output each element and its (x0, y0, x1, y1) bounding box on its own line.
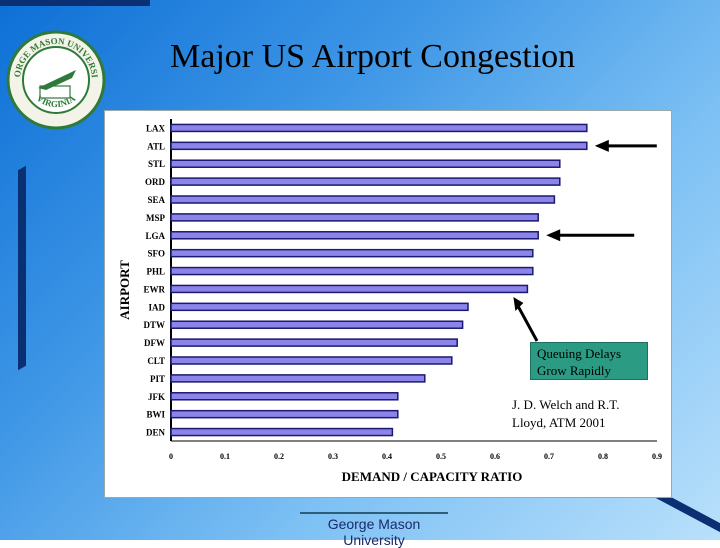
footer-text: George Mason University (300, 512, 448, 548)
bar-jfk (170, 392, 399, 401)
category-label: MSP (146, 213, 166, 223)
bar-den (170, 427, 394, 437)
university-seal-icon: GEORGE MASON UNIVERSITY VIRGINIA (6, 30, 106, 130)
arrowhead-diagonal (513, 296, 524, 311)
bar-dfw (170, 338, 458, 347)
bar-pit (170, 374, 426, 383)
bar-sea (170, 195, 556, 204)
category-label: PIT (150, 374, 165, 384)
category-label: LAX (146, 123, 166, 133)
x-tick-label: 0.9 (652, 452, 662, 461)
bar-clt (170, 356, 453, 365)
bar-stl (170, 159, 561, 168)
bar-iad (170, 302, 469, 312)
x-tick-label: 0.8 (598, 452, 608, 461)
y-axis-title: AIRPORT (117, 260, 132, 320)
category-label: PHL (146, 267, 165, 277)
callout-box: Queuing Delays Grow Rapidly (530, 342, 648, 380)
category-label: ATL (147, 141, 165, 151)
x-axis-title: DEMAND / CAPACITY RATIO (342, 469, 523, 484)
bar-lax (170, 123, 588, 133)
citation-text: J. D. Welch and R.T. Lloyd, ATM 2001 (512, 397, 620, 430)
category-label: BWI (146, 410, 165, 420)
left-accent-bar (18, 165, 26, 371)
category-label: IAD (148, 302, 165, 312)
x-tick-label: 0.3 (328, 452, 338, 461)
category-label: SFO (147, 249, 165, 259)
bar-ord (170, 177, 561, 186)
category-label: STL (148, 159, 165, 169)
svg-text:VIRGINIA: VIRGINIA (35, 93, 78, 109)
arrowhead-lga (546, 229, 561, 242)
chart-panel: LAX ATL STL ORD SEA MSP LGA SFO PHL EWR IAD DTW DFW C… (104, 110, 672, 498)
bar-lga (170, 231, 539, 240)
top-left-stripe (0, 0, 150, 6)
bar-dtw (170, 320, 464, 329)
category-label: DFW (144, 338, 165, 348)
x-tick-label: 0.6 (490, 452, 500, 461)
bar-phl (170, 266, 534, 276)
x-tick-label: 0.4 (382, 452, 392, 461)
category-label: ORD (145, 177, 166, 187)
category-label: LGA (145, 231, 165, 241)
x-tick-label: 0.1 (220, 452, 230, 461)
category-label: SEA (147, 195, 165, 205)
category-label: CLT (147, 356, 165, 366)
bar-atl (170, 141, 588, 151)
x-tick-label: 0.2 (274, 452, 284, 461)
category-label: DEN (146, 428, 166, 438)
arrow-diagonal (516, 304, 539, 342)
arrowhead-atl (594, 139, 609, 152)
x-tick-label: 0.7 (544, 452, 554, 461)
bar-msp (170, 213, 539, 222)
bar-sfo (170, 248, 534, 258)
bar-ewr (170, 284, 529, 294)
x-tick-label: 0 (169, 452, 173, 461)
slide-title: Major US Airport Congestion (170, 38, 576, 75)
x-tick-label: 0.5 (436, 452, 446, 461)
category-label: DTW (143, 320, 165, 330)
category-label: EWR (143, 284, 165, 294)
category-label: JFK (148, 392, 165, 402)
bar-bwi (170, 409, 399, 419)
bar-chart: LAX ATL STL ORD SEA MSP LGA SFO PHL EWR IAD DTW DFW C… (117, 119, 662, 484)
